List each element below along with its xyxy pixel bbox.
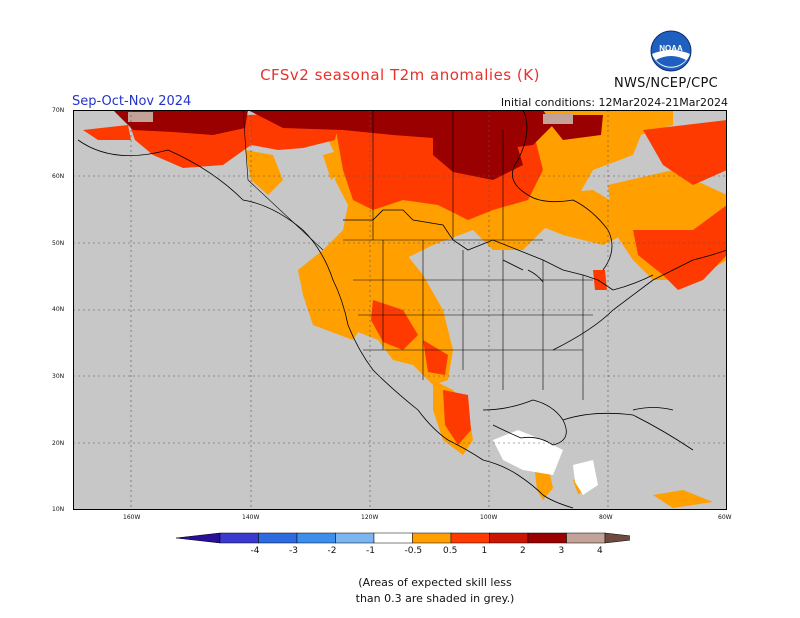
legend-swatch [489,532,529,544]
legend-swatch [412,532,452,544]
legend-label: -4 [250,546,260,556]
legend-arrow-high [604,532,630,544]
lat-label: 60N [52,173,65,180]
legend-label: 3 [558,546,565,556]
lon-label: 60W [718,514,732,521]
agency-label: NWS/NCEP/CPC [614,76,719,91]
map-title: CFSv2 seasonal T2m anomalies (K) [260,66,540,84]
legend-swatch [219,532,259,544]
skill-note-line: than 0.3 are shaded in grey.) [355,592,515,605]
lat-label: 20N [52,440,65,447]
anomaly-taupe-regions [128,112,573,124]
legend-swatch [566,532,606,544]
legend-swatch [527,532,567,544]
legend-label: -0.5 [404,546,423,556]
initial-conditions-label: Initial conditions: 12Mar2024-21Mar2024 [500,96,728,109]
legend-label: -3 [289,546,298,556]
lat-label: 30N [52,373,65,380]
anomaly-map [73,110,727,510]
legend-label: -2 [327,546,337,556]
lon-label: 160W [123,514,141,521]
lon-label: 140W [242,514,260,521]
legend-colorbar [175,532,630,544]
skill-note-line: (Areas of expected skill less [358,576,512,589]
legend-arrow-low [175,532,221,544]
legend-label: 1 [481,546,488,556]
legend-label: -1 [366,546,375,556]
season-label: Sep-Oct-Nov 2024 [72,94,192,109]
svg-text:NOAA: NOAA [659,44,683,53]
lat-label: 70N [52,107,65,114]
lon-label: 100W [480,514,498,521]
legend-swatch [450,532,490,544]
lon-label: 80W [599,514,613,521]
anomaly-darkred-regions [113,110,603,180]
legend-swatch [373,532,413,544]
graticule [73,110,727,510]
lat-label: 40N [52,306,65,313]
map-frame [73,110,727,510]
legend-label: 2 [520,546,526,556]
noaa-logo-icon: NOAA [650,30,692,72]
skill-note: (Areas of expected skill less than 0.3 a… [0,575,800,607]
lon-label: 120W [361,514,379,521]
legend-swatch [335,532,375,544]
legend-label: 4 [597,546,603,556]
coastlines [77,110,727,509]
legend-swatch [258,532,298,544]
lat-label: 50N [52,240,65,247]
lat-label: 10N [52,506,65,513]
legend-swatch [296,532,336,544]
legend-label: 0.5 [443,546,458,556]
